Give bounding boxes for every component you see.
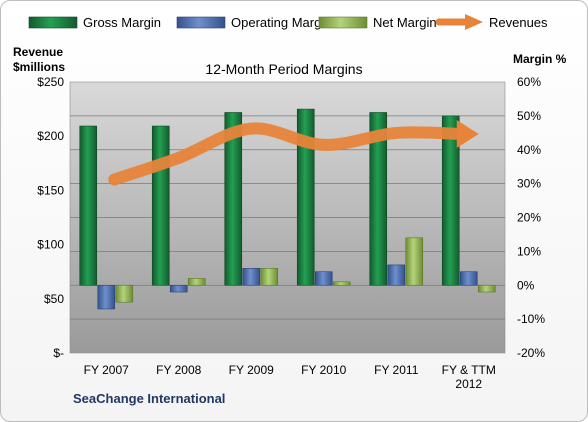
bar-operating-margin [459, 271, 478, 286]
chart-title: 12-Month Period Margins [205, 61, 362, 77]
legend-label-gross-margin: Gross Margin [83, 15, 161, 30]
right-tick-label: 40% [517, 143, 541, 157]
revenues-arrowhead [456, 120, 479, 149]
right-tick-label: 10% [517, 244, 541, 258]
bar-operating-margin [242, 268, 261, 286]
bar-gross-margin [79, 125, 98, 286]
bar-net-margin [260, 268, 279, 286]
bar-net-margin [187, 278, 206, 286]
x-tick-label: FY 2011 [374, 363, 419, 377]
legend-label-net-margin: Net Margin [373, 15, 437, 30]
left-tick-label: $200 [37, 129, 64, 143]
x-axis-ticks: FY 2007 FY 2008 FY 2009 FY 2010 FY 2011 FY & … [84, 363, 496, 391]
legend-swatch-net-margin [318, 16, 368, 29]
left-axis-ticks: $- $50 $100 $150 $200 $250 [37, 75, 64, 360]
x-tick-label: 2012 [455, 377, 482, 391]
bar-gross-margin [441, 115, 460, 286]
left-axis-title-line-2: $millions [13, 60, 65, 74]
legend-label-revenues: Revenues [489, 15, 548, 30]
bar-net-margin [332, 281, 351, 286]
x-tick-label: FY & TTM [442, 363, 496, 377]
bar-gross-margin [224, 112, 243, 286]
right-tick-label: 0% [517, 278, 535, 292]
right-tick-label: 60% [517, 75, 541, 89]
left-tick-label: $150 [37, 183, 64, 197]
left-tick-label: $- [53, 346, 64, 360]
x-tick-label: FY 2009 [229, 363, 274, 377]
bar-net-margin [405, 237, 424, 286]
x-tick-label: FY 2007 [84, 363, 129, 377]
bar-gross-margin [296, 108, 315, 286]
bar-operating-margin [169, 284, 188, 293]
right-tick-label: -10% [517, 312, 545, 326]
gridlines [70, 115, 505, 320]
bar-operating-margin [387, 264, 406, 286]
x-tick-label: FY 2010 [301, 363, 346, 377]
legend-swatch-operating-margin [176, 16, 226, 29]
left-axis-title-line-1: Revenue [13, 45, 63, 59]
left-tick-label: $100 [37, 238, 64, 252]
bar-operating-margin [97, 284, 116, 310]
bar-gross-margin [369, 112, 388, 286]
legend-arrow-revenues [465, 14, 483, 30]
legend-label-operating-margin: Operating Margin [231, 15, 331, 30]
bar-operating-margin [314, 271, 333, 286]
company-annotation: SeaChange International [73, 391, 225, 406]
right-tick-label: 30% [517, 177, 541, 191]
left-tick-label: $250 [37, 75, 64, 89]
legend: Gross Margin Operating Margin Net Margin… [28, 14, 548, 30]
right-tick-label: -20% [517, 346, 545, 360]
legend-swatch-gross-margin [28, 16, 78, 29]
revenue-line-layer [108, 120, 479, 186]
bar-gross-margin [151, 125, 170, 286]
right-axis-title: Margin % [513, 52, 567, 66]
bar-net-margin [115, 284, 134, 303]
right-tick-label: 50% [517, 109, 541, 123]
left-tick-label: $50 [44, 292, 64, 306]
right-axis-ticks: -20% -10% 0% 10% 20% 30% 40% 50% 60% [517, 75, 545, 360]
bar-net-margin [477, 284, 496, 293]
right-tick-label: 20% [517, 211, 541, 225]
revenues-line [108, 122, 469, 186]
x-tick-label: FY 2008 [156, 363, 201, 377]
